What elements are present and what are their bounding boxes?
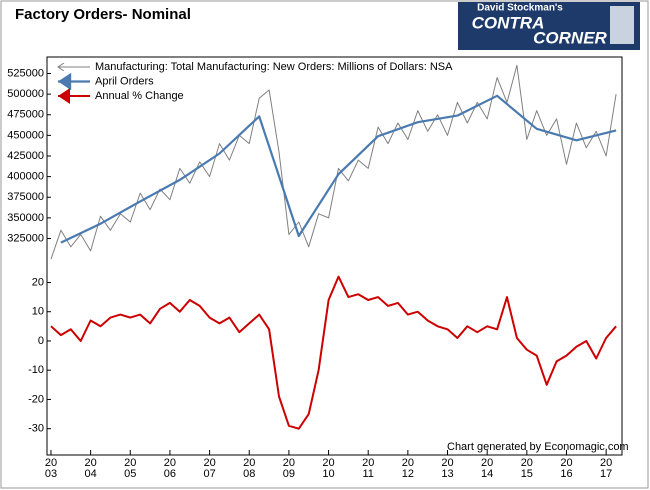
footer: Chart generated by Economagic.com <box>447 441 629 453</box>
y-tick-label: -20 <box>28 393 44 405</box>
x-tick-label: 2006 <box>163 457 177 480</box>
y-tick-label: 20 <box>32 276 44 288</box>
y-tick-label: 400000 <box>7 171 44 183</box>
y-tick-label: 525000 <box>7 67 44 79</box>
logo-text: CONTRA <box>472 13 545 32</box>
plot-frame <box>46 56 623 456</box>
y-tick-label: 475000 <box>7 109 44 121</box>
x-tick-label: 2011 <box>362 457 375 480</box>
y-tick-label: 325000 <box>7 232 44 244</box>
x-tick-label: 2014 <box>481 457 494 480</box>
x-tick-label: 2017 <box>600 457 613 480</box>
x-tick-label: 2009 <box>282 457 296 480</box>
y-tick-label: 450000 <box>7 129 44 141</box>
legend-label: April Orders <box>95 75 154 87</box>
x-tick-label: 2010 <box>322 457 335 480</box>
x-tick-label: 2012 <box>401 457 414 480</box>
y-tick-label: 375000 <box>7 191 44 203</box>
y-tick-label: -10 <box>28 364 44 376</box>
y-tick-label: 350000 <box>7 212 44 224</box>
x-tick-label: 2005 <box>124 457 137 480</box>
y-tick-label: 10 <box>32 306 44 318</box>
x-tick-label: 2015 <box>520 457 533 480</box>
logo-bg <box>458 2 640 50</box>
y-tick-label: -30 <box>28 423 44 435</box>
x-tick-label: 2016 <box>560 457 573 480</box>
series-line <box>50 64 617 260</box>
x-tick-label: 2004 <box>84 457 97 480</box>
y-tick-label: 425000 <box>7 150 44 162</box>
logo-text: CORNER <box>533 28 607 47</box>
logo: David Stockman's CONTRA CORNER <box>458 2 640 50</box>
logo-building <box>610 6 634 44</box>
legend-label: Manufacturing: Total Manufacturing: New … <box>95 61 453 73</box>
x-tick-label: 2008 <box>243 457 256 480</box>
y-tick-label: 0 <box>38 335 44 347</box>
logo-text: David Stockman's <box>477 3 563 14</box>
legend-label: Annual % Change <box>95 90 184 102</box>
series-line <box>50 275 617 430</box>
x-tick-label: 2013 <box>441 457 454 480</box>
chart-title: Factory Orders- Nominal <box>15 6 191 23</box>
x-tick-label: 2007 <box>203 457 216 480</box>
y-tick-label: 500000 <box>7 88 44 100</box>
x-tick-label: 2003 <box>44 457 58 480</box>
series-line <box>60 94 617 244</box>
